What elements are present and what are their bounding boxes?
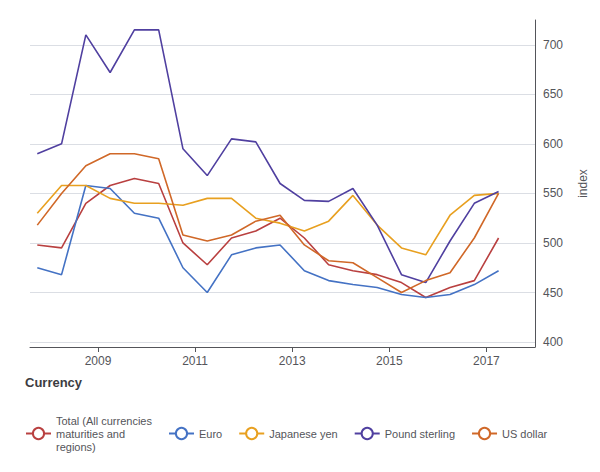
- svg-text:Total (All currencies: Total (All currencies: [56, 415, 152, 427]
- svg-text:400: 400: [543, 335, 563, 349]
- svg-text:650: 650: [543, 87, 563, 101]
- svg-text:2011: 2011: [182, 354, 208, 368]
- svg-text:index: index: [576, 169, 590, 198]
- svg-text:2015: 2015: [376, 354, 403, 368]
- svg-text:maturities and: maturities and: [56, 428, 125, 440]
- svg-text:550: 550: [543, 186, 563, 200]
- svg-text:US dollar: US dollar: [502, 428, 548, 440]
- svg-text:Pound sterling: Pound sterling: [385, 428, 455, 440]
- svg-text:2017: 2017: [473, 354, 500, 368]
- svg-text:Currency: Currency: [25, 375, 83, 390]
- svg-text:450: 450: [543, 286, 563, 300]
- svg-text:2013: 2013: [279, 354, 306, 368]
- svg-text:500: 500: [543, 236, 563, 250]
- svg-text:Euro: Euro: [199, 428, 222, 440]
- svg-text:600: 600: [543, 137, 563, 151]
- svg-text:700: 700: [543, 38, 563, 52]
- svg-text:regions): regions): [56, 441, 96, 453]
- svg-text:Japanese yen: Japanese yen: [269, 428, 338, 440]
- svg-text:2009: 2009: [85, 354, 112, 368]
